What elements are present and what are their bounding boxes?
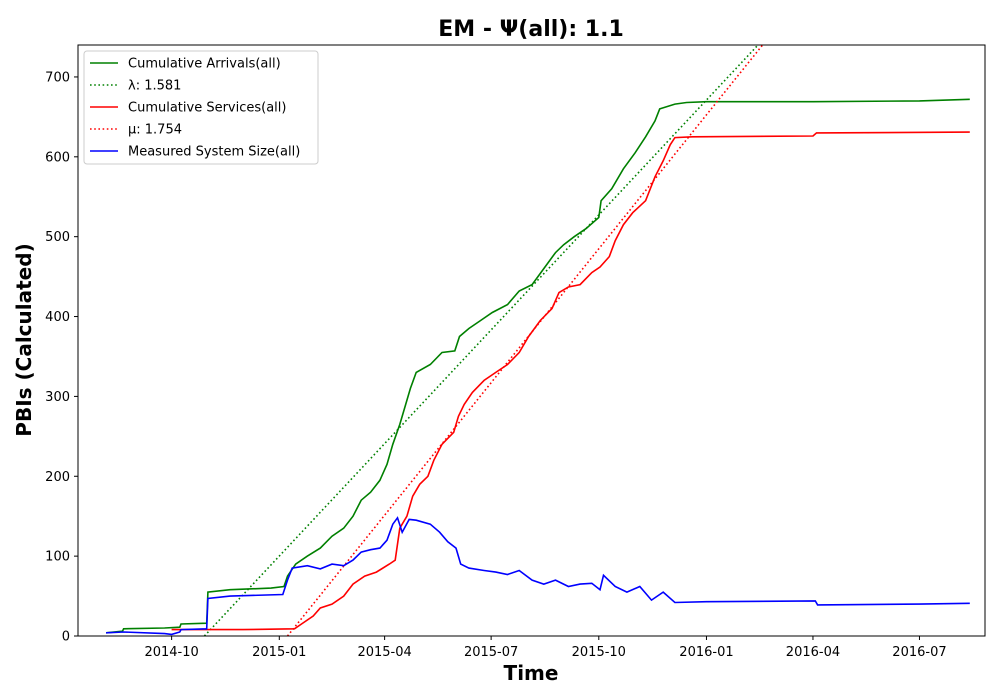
x-tick-label: 2016-07 <box>892 645 946 660</box>
y-tick-label: 400 <box>45 310 70 325</box>
x-tick-label: 2014-10 <box>144 645 198 660</box>
legend-label-cumulative-arrivals-all: Cumulative Arrivals(all) <box>128 57 281 72</box>
x-tick-label: 2015-04 <box>357 645 411 660</box>
legend-label-measured-system-size-all: Measured System Size(all) <box>128 145 300 160</box>
x-tick-label: 2016-04 <box>786 645 840 660</box>
y-tick-label: 200 <box>45 470 70 485</box>
plot-frame <box>77 44 986 637</box>
axes-layer: 0 100 200 300 400 500 600 700 2014-10 2015-01 2015… <box>45 70 946 660</box>
legend: Cumulative Arrivals(all) λ: 1.581 Cumulati… <box>83 50 319 165</box>
series-line-1 <box>106 98 970 634</box>
series-line-3 <box>171 131 970 631</box>
series-line-4 <box>286 45 764 636</box>
chart-title: EM - Ψ(all): 1.1 <box>438 17 624 42</box>
x-tick-label: 2015-10 <box>572 645 626 660</box>
y-axis-title: PBIs (Calculated) <box>12 243 36 436</box>
x-tick-label: 2015-07 <box>464 645 518 660</box>
x-tick-label: 2016-01 <box>679 645 733 660</box>
series-layer <box>106 45 970 636</box>
y-tick-label: 700 <box>45 70 70 85</box>
y-tick-label: 100 <box>45 550 70 565</box>
y-tick-label: 500 <box>45 230 70 245</box>
series-line-5 <box>106 516 970 636</box>
legend-label-1-581: λ: 1.581 <box>128 79 181 94</box>
series-line-2 <box>203 45 759 636</box>
x-tick-label: 2015-01 <box>252 645 306 660</box>
y-tick-label: 0 <box>62 630 70 645</box>
legend-label-1-754: μ: 1.754 <box>128 123 182 138</box>
x-axis-title: Time <box>504 661 559 685</box>
legend-box <box>83 50 319 165</box>
legend-label-cumulative-services-all: Cumulative Services(all) <box>128 101 286 116</box>
y-tick-label: 600 <box>45 150 70 165</box>
y-tick-label: 300 <box>45 390 70 405</box>
